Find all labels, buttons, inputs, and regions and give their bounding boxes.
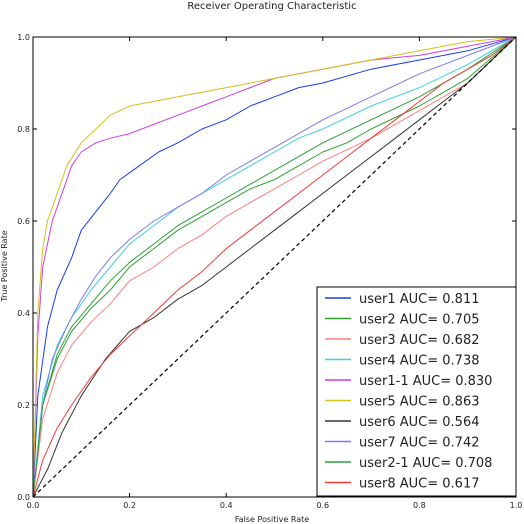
plot-frame	[32, 36, 517, 498]
y-tick-label: 0.8	[17, 125, 30, 134]
legend-entry: user5 AUC= 0.863	[359, 395, 480, 410]
y-tick-label: 0.6	[17, 217, 30, 226]
x-tick-label: 0.8	[413, 501, 426, 510]
y-tick-label: 0.2	[17, 401, 30, 410]
x-tick-label: 0.4	[220, 501, 233, 510]
x-tick-label: 0.0	[27, 501, 40, 510]
legend-entry: user1-1 AUC= 0.830	[359, 374, 492, 389]
chart-title: Receiver Operating Characteristic	[187, 1, 356, 12]
x-tick-label: 1.0	[510, 501, 523, 510]
roc-curve-user2-1	[32, 36, 517, 498]
legend-entry: user4 AUC= 0.738	[359, 354, 480, 369]
legend-entry: user2 AUC= 0.705	[359, 313, 480, 328]
y-tick-label: 0.0	[17, 493, 30, 502]
legend-entry: user7 AUC= 0.742	[359, 436, 480, 451]
x-tick-label: 0.2	[123, 501, 136, 510]
legend-entry: user8 AUC= 0.617	[359, 477, 480, 492]
roc-curve-user8	[32, 36, 517, 498]
legend-entry: user3 AUC= 0.682	[359, 333, 480, 348]
roc-curves	[32, 36, 517, 498]
y-tick-label: 1.0	[17, 33, 30, 42]
roc-curve-user6	[32, 36, 517, 498]
roc-curve-user2	[32, 36, 517, 498]
legend-entry: user6 AUC= 0.564	[359, 415, 480, 430]
legend-entry: user1 AUC= 0.811	[359, 292, 480, 307]
roc-curve-user1	[32, 36, 517, 498]
legend-box	[316, 286, 517, 497]
legend-entry: user2-1 AUC= 0.708	[359, 456, 492, 471]
x-tick-label: 0.6	[316, 501, 329, 510]
x-axis-label: False Positive Rate	[235, 515, 309, 524]
y-axis-label: True Positive Rate	[0, 230, 9, 302]
chance-diagonal	[32, 36, 517, 498]
y-tick-label: 0.4	[17, 309, 30, 318]
roc-curve-user5	[32, 36, 517, 498]
legend: user1 AUC= 0.811 user2 AUC= 0.705 user3 AU…	[316, 286, 517, 497]
roc-curve-user7	[32, 36, 517, 498]
